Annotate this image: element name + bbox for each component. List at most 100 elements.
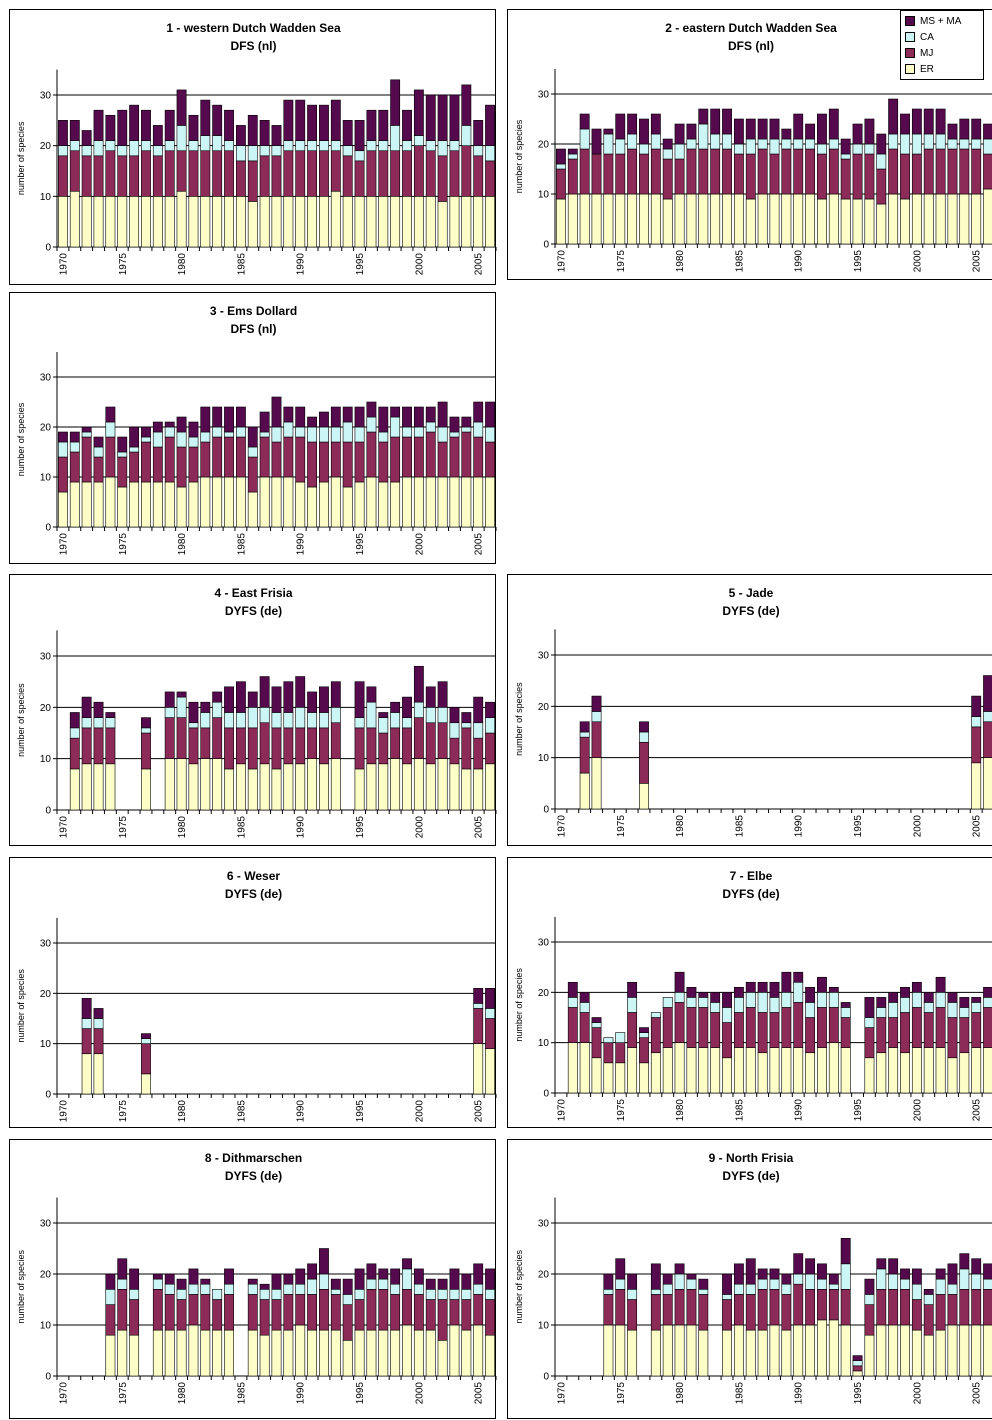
bar-segment (828, 1289, 839, 1321)
bar-segment (615, 1032, 626, 1043)
bar-segment (627, 1012, 638, 1049)
bar-segment (627, 1047, 638, 1094)
bar-segment (390, 436, 401, 483)
bar-segment (485, 1048, 495, 1095)
bar-segment (627, 113, 638, 135)
bar-segment (307, 1263, 318, 1280)
bar-segment (864, 118, 875, 145)
bar-segment (805, 1324, 816, 1377)
bar-segment (319, 1289, 329, 1331)
bar-segment (307, 140, 318, 152)
bar-segment (745, 1329, 756, 1377)
bar-segment (710, 992, 721, 1003)
bar-segment (603, 1289, 614, 1295)
bar-segment (461, 145, 472, 197)
bar-segment (319, 196, 329, 248)
bar-segment (959, 148, 970, 195)
bar-segment (971, 1258, 982, 1275)
bar-segment (212, 758, 223, 811)
bar-segment (769, 138, 780, 155)
bar-segment (698, 108, 709, 125)
bar-segment (319, 1329, 329, 1377)
bar-segment (283, 1294, 294, 1331)
y-axis-label: number of species (514, 119, 524, 193)
y-axis-label: number of species (514, 968, 524, 1042)
bar-segment (615, 153, 626, 195)
bar-segment (319, 1273, 329, 1290)
bar-segment (188, 446, 199, 483)
x-tick-label: 2005 (474, 533, 485, 556)
x-tick-label: 2000 (414, 1382, 425, 1405)
bar-segment (817, 1047, 827, 1094)
y-tick-label: 30 (538, 651, 550, 662)
bar-segment (567, 153, 578, 160)
bar-segment (425, 1329, 436, 1377)
bar-segment (828, 108, 839, 140)
bar-segment (402, 727, 412, 765)
bar-segment (449, 416, 460, 433)
bar-segment (330, 150, 341, 192)
bar-segment (129, 481, 140, 528)
bar-segment (105, 436, 116, 478)
bar-segment (200, 701, 211, 713)
bar-segment (947, 1294, 958, 1326)
bar-segment (947, 1057, 958, 1094)
bar-segment (449, 431, 460, 438)
bar-segment (733, 143, 744, 155)
chart-subtitle: DFS (nl) (231, 322, 277, 336)
bar-segment (473, 196, 484, 248)
bar-segment (342, 120, 353, 146)
x-tick-label: 1985 (236, 533, 247, 556)
bar-segment (983, 1324, 992, 1377)
bar-segment (888, 193, 899, 245)
bar-segment (212, 436, 223, 478)
bar-segment (93, 446, 104, 458)
bar-segment (152, 431, 163, 448)
y-tick-label: 20 (538, 988, 550, 999)
chart-svg: 9 - North Frisia DYFS (de) 0 10 20 30 number o… (514, 1151, 992, 1404)
y-tick-label: 20 (40, 989, 52, 1000)
bar-segment (247, 691, 258, 708)
bar-segment (888, 1047, 899, 1094)
bar-segment (247, 1329, 258, 1377)
bar-segment (366, 416, 377, 433)
bar-segment (93, 763, 104, 811)
legend-swatch (905, 32, 915, 42)
bar-segment (591, 695, 602, 712)
bar-segment (639, 143, 649, 155)
bar-segment (485, 426, 495, 443)
bar-segment (733, 1012, 744, 1049)
bar-segment (413, 758, 424, 811)
bar-segment (295, 1294, 306, 1326)
bar-segment (283, 1329, 294, 1377)
bar-segment (247, 1283, 258, 1295)
bar-segment (781, 1283, 792, 1295)
bar-segment (971, 1289, 982, 1326)
bar-segment (390, 481, 401, 528)
bar-segment (342, 1304, 353, 1341)
bar-segment (271, 712, 282, 729)
bar-segment (259, 1289, 270, 1300)
bar-segment (745, 1258, 756, 1285)
bar-segment (81, 717, 92, 729)
bar-segment (425, 707, 436, 724)
bar-segment (567, 148, 578, 155)
bar-segment (864, 997, 875, 1018)
bar-segment (93, 140, 104, 157)
bar-segment (888, 148, 899, 195)
bar-segment (591, 1027, 602, 1059)
x-tick-label: 2005 (972, 815, 983, 838)
bar-segment (105, 1273, 116, 1290)
bar-segment (224, 727, 234, 770)
bar-segment (935, 108, 946, 135)
bar-segment (235, 436, 246, 478)
bar-segment (911, 992, 922, 1008)
bar-segment (235, 727, 246, 765)
y-tick-label: 10 (538, 190, 550, 201)
bar-segment (129, 104, 140, 141)
bar-segment (662, 1047, 673, 1094)
bar-segment (188, 140, 199, 152)
bar-segment (627, 1299, 638, 1331)
y-tick-label: 0 (45, 1090, 51, 1101)
bar-segment (485, 1299, 495, 1336)
